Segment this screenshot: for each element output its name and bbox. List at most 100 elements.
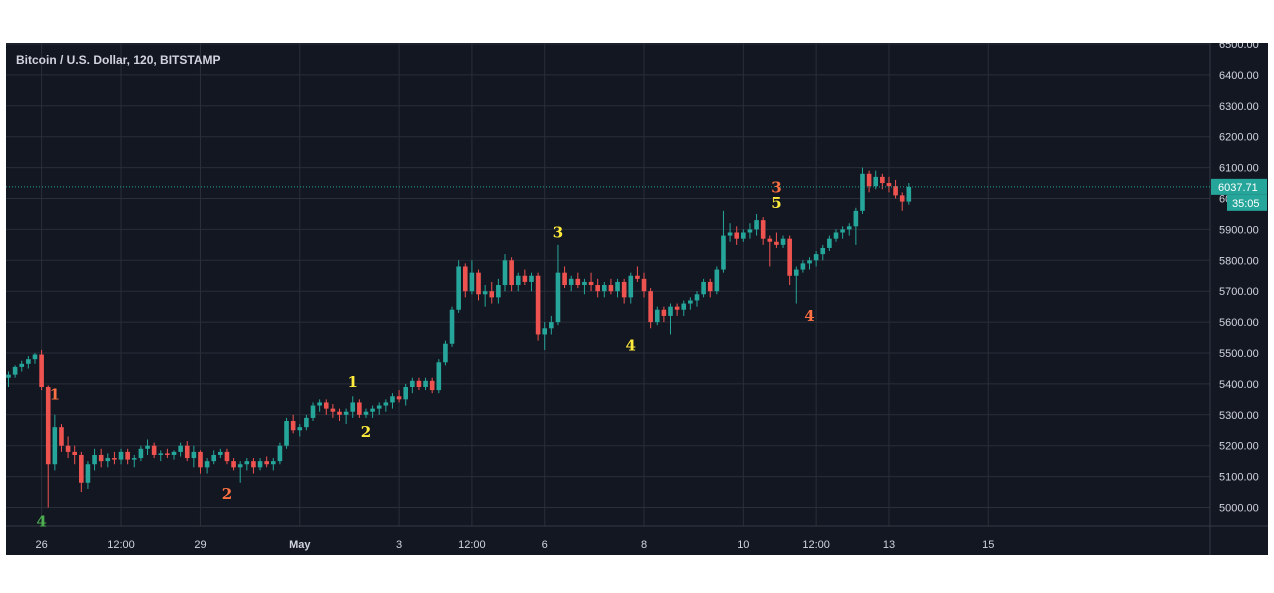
- candle-body[interactable]: [469, 272, 475, 292]
- candle-body[interactable]: [568, 278, 574, 286]
- candle-body[interactable]: [582, 281, 587, 286]
- candle-body[interactable]: [449, 309, 455, 344]
- candle-body[interactable]: [787, 238, 792, 276]
- candle-body[interactable]: [443, 343, 448, 363]
- candle-body[interactable]: [178, 445, 183, 452]
- candle-body[interactable]: [231, 461, 236, 468]
- candle-body[interactable]: [734, 232, 739, 239]
- candle-body[interactable]: [688, 300, 693, 304]
- candle-body[interactable]: [760, 220, 766, 239]
- chart-panel[interactable]: 5000.00 5100.00 5200.00 5300.00 5400.00 5500.…: [6, 43, 1268, 555]
- candle-body[interactable]: [694, 294, 700, 301]
- candle-body[interactable]: [72, 451, 77, 455]
- candle-body[interactable]: [893, 186, 898, 196]
- candle-body[interactable]: [184, 445, 190, 459]
- candle-body[interactable]: [396, 396, 402, 400]
- candle-body[interactable]: [6, 374, 11, 378]
- candle-body[interactable]: [654, 309, 660, 323]
- candle-body[interactable]: [52, 427, 58, 465]
- candle-body[interactable]: [853, 210, 859, 227]
- candle-body[interactable]: [509, 260, 514, 286]
- candle-body[interactable]: [681, 303, 687, 310]
- candle-body[interactable]: [575, 278, 581, 286]
- candle-body[interactable]: [635, 275, 640, 279]
- candle-body[interactable]: [92, 454, 97, 465]
- candle-body[interactable]: [727, 232, 733, 236]
- candle-body[interactable]: [555, 272, 561, 323]
- candle-body[interactable]: [774, 241, 779, 245]
- candle-body[interactable]: [873, 176, 879, 187]
- candle-body[interactable]: [489, 291, 495, 298]
- candle-body[interactable]: [277, 445, 283, 462]
- candle-body[interactable]: [542, 328, 548, 335]
- candle-body[interactable]: [860, 173, 865, 211]
- candle-body[interactable]: [251, 461, 256, 468]
- candle-body[interactable]: [615, 281, 620, 292]
- candle-body[interactable]: [833, 232, 839, 239]
- candle-body[interactable]: [383, 402, 389, 406]
- candle-body[interactable]: [793, 269, 799, 276]
- candle-body[interactable]: [284, 420, 289, 446]
- candle-body[interactable]: [562, 272, 567, 286]
- candle-body[interactable]: [112, 458, 117, 460]
- candle-body[interactable]: [701, 281, 706, 295]
- candle-body[interactable]: [65, 445, 71, 452]
- candle-body[interactable]: [337, 411, 342, 415]
- candle-body[interactable]: [595, 285, 600, 292]
- candle-body[interactable]: [138, 448, 144, 459]
- candle-body[interactable]: [45, 386, 51, 465]
- candle-body[interactable]: [224, 451, 230, 462]
- candle-body[interactable]: [244, 461, 250, 465]
- candle-body[interactable]: [271, 461, 276, 465]
- candle-body[interactable]: [363, 411, 369, 415]
- candle-body[interactable]: [165, 453, 170, 455]
- candlestick-chart[interactable]: 5000.00 5100.00 5200.00 5300.00 5400.00 5500.…: [6, 43, 1268, 555]
- candle-body[interactable]: [357, 402, 362, 415]
- candle-body[interactable]: [476, 272, 481, 295]
- candle-body[interactable]: [535, 275, 541, 335]
- candle-body[interactable]: [899, 195, 905, 202]
- candle-body[interactable]: [257, 461, 263, 468]
- candle-body[interactable]: [330, 408, 336, 412]
- candle-body[interactable]: [515, 275, 521, 286]
- candle-body[interactable]: [350, 402, 356, 412]
- candle-body[interactable]: [32, 354, 38, 360]
- candle-body[interactable]: [429, 380, 435, 391]
- candle-body[interactable]: [423, 380, 428, 387]
- candle-body[interactable]: [131, 458, 137, 460]
- candle-body[interactable]: [204, 461, 210, 468]
- candle-body[interactable]: [410, 380, 415, 387]
- candle-body[interactable]: [85, 464, 91, 483]
- candle-body[interactable]: [820, 247, 826, 255]
- candle-body[interactable]: [482, 291, 488, 295]
- candle-body[interactable]: [462, 266, 468, 292]
- candle-body[interactable]: [502, 260, 508, 286]
- candle-body[interactable]: [588, 281, 594, 286]
- candle-body[interactable]: [218, 451, 223, 455]
- candle-body[interactable]: [827, 238, 832, 248]
- candle-body[interactable]: [648, 291, 653, 323]
- candle-body[interactable]: [12, 366, 18, 375]
- candle-body[interactable]: [390, 396, 395, 403]
- candle-body[interactable]: [714, 269, 720, 292]
- candle-body[interactable]: [747, 229, 753, 233]
- candle-body[interactable]: [198, 451, 203, 468]
- candle-body[interactable]: [323, 402, 329, 409]
- candle-body[interactable]: [496, 285, 501, 298]
- candle-body[interactable]: [211, 454, 217, 462]
- candle-body[interactable]: [846, 226, 852, 230]
- candle-body[interactable]: [840, 229, 845, 233]
- candle-body[interactable]: [158, 453, 164, 455]
- candle-body[interactable]: [290, 420, 296, 431]
- candle-body[interactable]: [767, 238, 773, 242]
- candle-body[interactable]: [880, 176, 885, 184]
- candle-body[interactable]: [886, 183, 892, 187]
- candle-body[interactable]: [98, 454, 104, 462]
- candle-body[interactable]: [456, 266, 461, 310]
- candle-body[interactable]: [608, 285, 614, 292]
- candle-body[interactable]: [343, 411, 349, 415]
- candle-body[interactable]: [145, 445, 150, 449]
- candle-body[interactable]: [191, 451, 197, 459]
- candle-body[interactable]: [370, 408, 375, 412]
- candle-body[interactable]: [780, 238, 786, 245]
